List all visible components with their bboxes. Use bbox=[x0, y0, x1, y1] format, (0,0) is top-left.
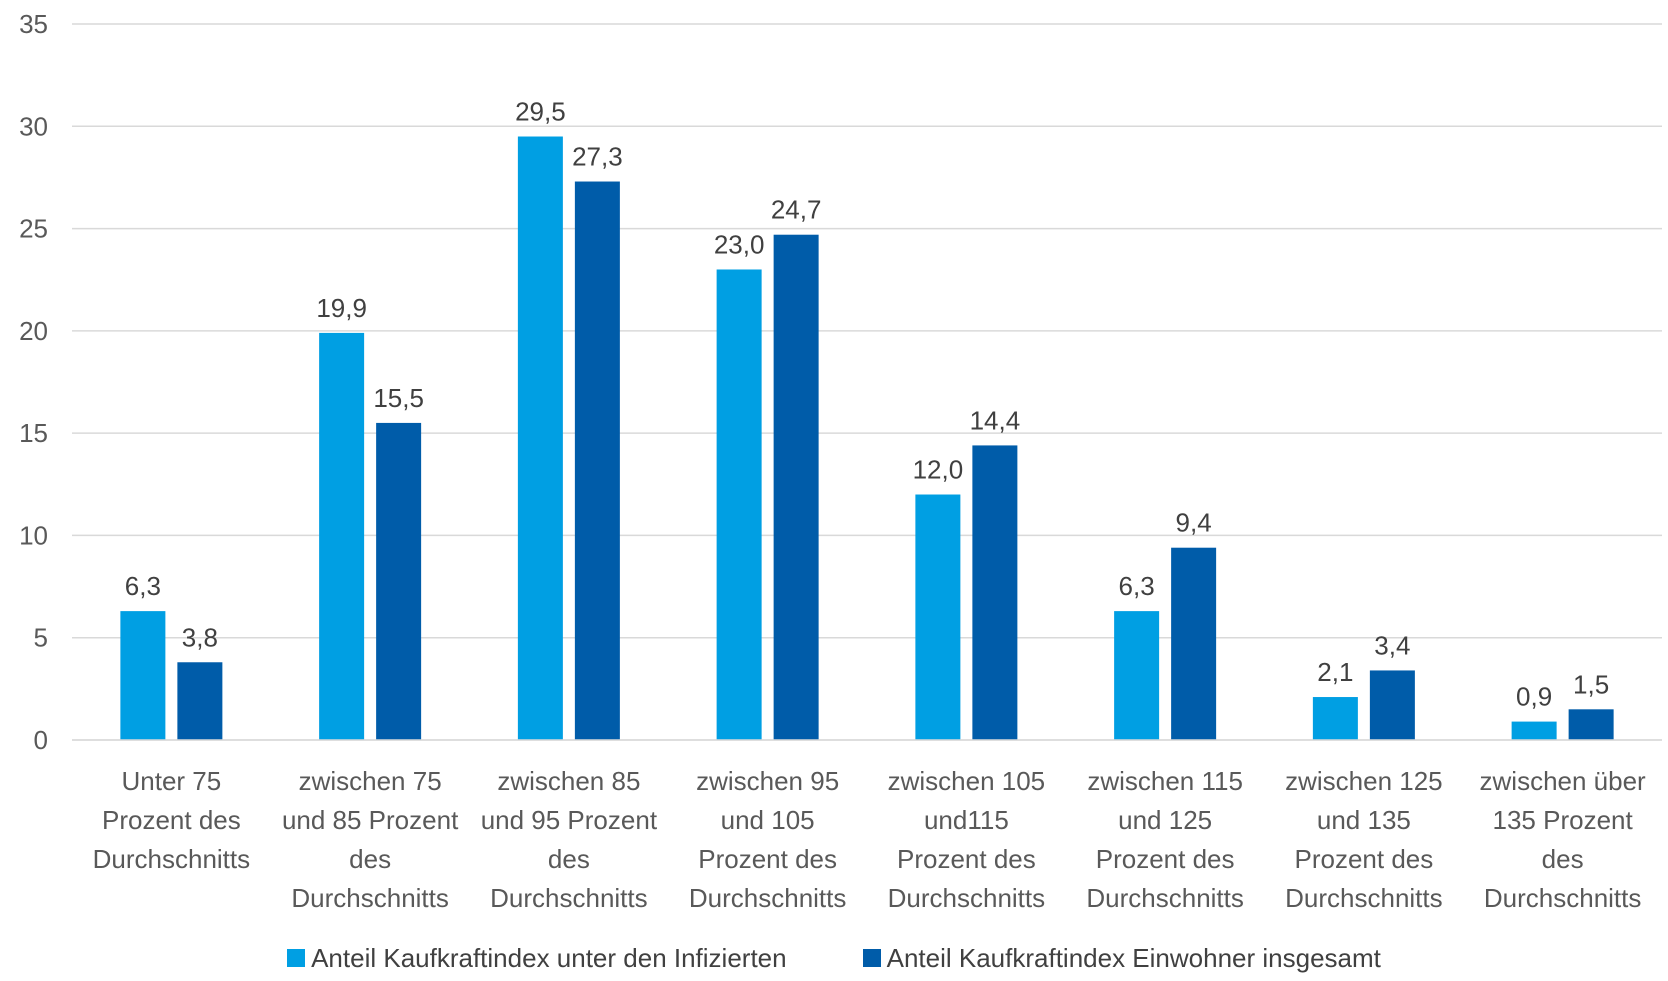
x-tick-label-line: Unter 75 bbox=[122, 766, 222, 796]
data-label: 9,4 bbox=[1176, 508, 1212, 538]
legend-label-einwohner: Anteil Kaufkraftindex Einwohner insgesam… bbox=[886, 942, 1381, 973]
data-label: 29,5 bbox=[515, 97, 566, 127]
x-tick-label-line: zwischen über bbox=[1480, 766, 1647, 796]
bar-einwohner bbox=[1369, 670, 1415, 740]
data-label: 14,4 bbox=[970, 405, 1021, 435]
bar-infizierte bbox=[915, 494, 961, 740]
data-label: 6,3 bbox=[125, 571, 161, 601]
x-tick-label-line: des bbox=[349, 844, 391, 874]
x-tick-label: zwischen über 135 Prozent des Durchschnitts bbox=[1480, 766, 1647, 913]
bar-einwohner bbox=[1171, 547, 1217, 740]
x-tick-label-line: und 85 Prozent bbox=[282, 805, 459, 835]
data-label: 24,7 bbox=[771, 195, 822, 225]
x-tick-label-line: und 105 bbox=[721, 805, 815, 835]
x-tick-label: zwischen 105 und115 Prozent des Durchschnit… bbox=[888, 766, 1046, 913]
data-label: 2,1 bbox=[1317, 657, 1353, 687]
chart-legend: Anteil Kaufkraftindex unter den Infizier… bbox=[0, 940, 1668, 976]
data-label: 0,9 bbox=[1516, 682, 1552, 712]
y-tick-label: 15 bbox=[19, 418, 48, 448]
x-tick-label: zwischen 125 und 135 Prozent des Durchschni… bbox=[1285, 766, 1443, 913]
data-label: 1,5 bbox=[1573, 669, 1609, 699]
x-tick-label-line: Durchschnitts bbox=[888, 883, 1046, 913]
data-label: 3,8 bbox=[182, 622, 218, 652]
bar-infizierte bbox=[1511, 721, 1557, 740]
y-tick-label: 30 bbox=[19, 111, 48, 141]
bar-einwohner bbox=[574, 181, 620, 740]
y-tick-label: 35 bbox=[19, 9, 48, 39]
x-tick-label-line: Durchschnitts bbox=[291, 883, 449, 913]
bar-einwohner bbox=[376, 422, 422, 740]
x-tick-label: zwischen 75 und 85 Prozent des Durchschnitt… bbox=[282, 766, 459, 913]
x-tick-label-line: Prozent des bbox=[698, 844, 837, 874]
x-tick-label-line: Durchschnitts bbox=[1086, 883, 1244, 913]
bar-infizierte bbox=[517, 136, 563, 740]
x-tick-label-line: Durchschnitts bbox=[689, 883, 847, 913]
x-tick-label-line: Durchschnitts bbox=[1484, 883, 1642, 913]
x-tick-label-line: Prozent des bbox=[897, 844, 1036, 874]
x-tick-label-line: zwischen 105 bbox=[888, 766, 1046, 796]
data-label: 3,4 bbox=[1374, 630, 1410, 660]
y-tick-label: 5 bbox=[34, 623, 48, 653]
legend-item-einwohner: Anteil Kaufkraftindex Einwohner insgesam… bbox=[862, 942, 1381, 974]
bar-infizierte bbox=[120, 611, 166, 740]
legend-swatch-einwohner bbox=[862, 949, 881, 967]
x-tick-label-line: zwischen 95 bbox=[696, 766, 839, 796]
x-tick-label-line: Durchschnitts bbox=[93, 844, 251, 874]
bar-einwohner bbox=[1568, 709, 1614, 740]
legend-label-infizierte: Anteil Kaufkraftindex unter den Infizier… bbox=[311, 942, 787, 973]
x-tick-label-line: zwischen 75 bbox=[299, 766, 442, 796]
x-tick-label-line: Durchschnitts bbox=[1285, 883, 1443, 913]
bar-infizierte bbox=[319, 332, 365, 740]
bar-einwohner bbox=[773, 234, 819, 741]
legend-item-infizierte: Anteil Kaufkraftindex unter den Infizier… bbox=[287, 943, 787, 974]
y-tick-label: 10 bbox=[19, 520, 48, 550]
data-label: 6,3 bbox=[1119, 571, 1155, 601]
y-tick-label: 20 bbox=[19, 316, 48, 346]
x-tick-label: zwischen 115 und 125 Prozent des Durchschni… bbox=[1086, 766, 1244, 913]
x-tick-label: zwischen 85 und 95 Prozent des Durchschnitt… bbox=[481, 766, 658, 913]
x-tick-label-line: Prozent des bbox=[102, 805, 241, 835]
bar-infizierte bbox=[1312, 697, 1358, 740]
x-tick-label-line: Prozent des bbox=[1295, 844, 1434, 874]
x-tick-label-line: zwischen 85 bbox=[497, 766, 640, 796]
data-label: 23,0 bbox=[714, 229, 765, 259]
y-tick-label: 25 bbox=[19, 214, 48, 244]
x-tick-label-line: zwischen 125 bbox=[1285, 766, 1443, 796]
legend-swatch-infizierte bbox=[287, 949, 306, 967]
x-tick-label-line: 135 Prozent bbox=[1493, 805, 1634, 835]
x-tick-label-line: des bbox=[1542, 844, 1584, 874]
bar-infizierte bbox=[716, 269, 762, 740]
x-tick-label-line: und 125 bbox=[1118, 805, 1212, 835]
x-tick-label-line: des bbox=[548, 844, 590, 874]
x-tick-label-line: Durchschnitts bbox=[490, 883, 648, 913]
x-tick-label-line: zwischen 115 bbox=[1087, 766, 1243, 796]
bar-einwohner bbox=[972, 445, 1018, 740]
x-tick-label-line: und 95 Prozent bbox=[481, 805, 658, 835]
data-label: 19,9 bbox=[316, 293, 367, 323]
bar-einwohner bbox=[177, 662, 223, 740]
data-label: 15,5 bbox=[373, 383, 424, 413]
x-tick-label-line: und 135 bbox=[1317, 805, 1411, 835]
data-label: 27,3 bbox=[572, 142, 623, 172]
x-tick-label: zwischen 95 und 105 Prozent des Durchschnit… bbox=[689, 766, 847, 913]
x-tick-label-line: Prozent des bbox=[1096, 844, 1235, 874]
bar-infizierte bbox=[1114, 611, 1160, 740]
x-tick-label: Unter 75 Prozent des Durchschnitts bbox=[93, 766, 251, 874]
bar-chart: 0 5 10 15 20 25 30 35 6,3 3,8 Unter 75 Prozent des D… bbox=[19, 9, 1662, 913]
x-tick-label-line: und115 bbox=[924, 805, 1009, 835]
data-label: 12,0 bbox=[913, 455, 964, 485]
y-tick-label: 0 bbox=[34, 725, 48, 755]
